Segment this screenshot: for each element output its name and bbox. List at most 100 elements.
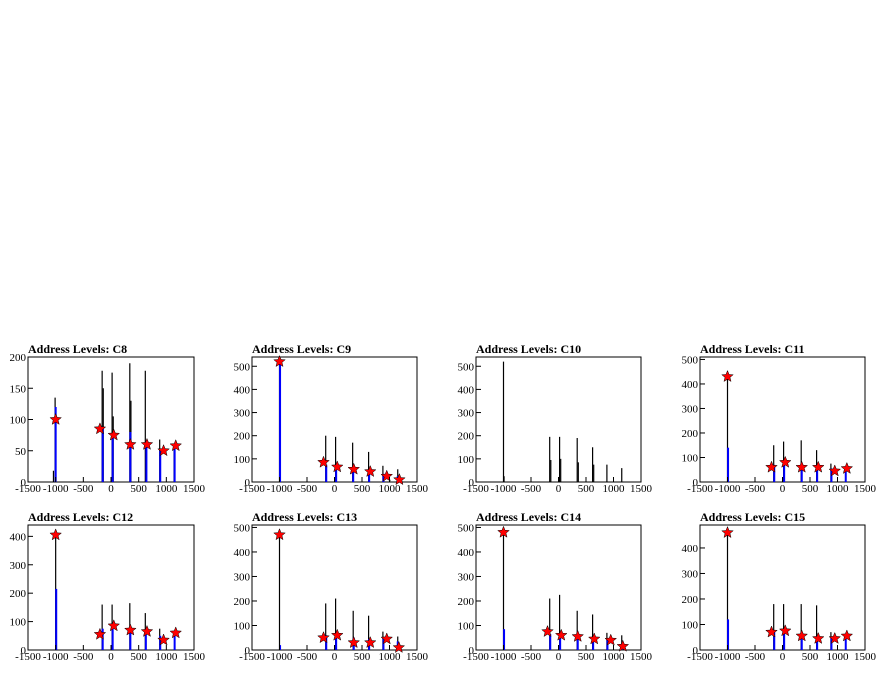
y-tick-label: 500 [234,522,251,534]
y-tick-label: 300 [10,560,27,572]
star-marker [107,428,121,441]
y-tick-label: 200 [458,596,475,608]
chart-panel: Address Levels: C14 0 100 200 300 400 500 -1500… [458,510,653,663]
star-marker [811,460,825,473]
star-marker [392,640,406,653]
star-marker [140,437,154,450]
x-tick-label: -1500 [15,483,41,495]
plot-frame [27,524,195,651]
star-marker [541,624,554,638]
y-tick-label: 500 [682,354,699,366]
y-tick-label: 0 [245,645,251,657]
x-tick-label: 0 [780,483,786,495]
y-tick-label: 300 [234,408,251,420]
star-marker [169,626,183,639]
star-marker [778,455,792,468]
x-tick-label: -500 [297,483,318,495]
star-marker [363,635,377,649]
star-marker [93,422,107,435]
y-tick-label: 300 [682,403,699,415]
star-marker [616,639,630,652]
x-tick-label: -1000 [715,651,741,663]
y-tick-label: 0 [693,645,699,657]
y-tick-label: 100 [682,452,699,464]
x-tick-label: -500 [73,651,94,663]
y-tick-label: 0 [693,477,699,489]
star-marker [795,629,809,642]
star-marker [721,369,734,383]
x-tick-label: 500 [354,651,371,663]
y-tick-label: 0 [21,477,27,489]
star-marker [169,439,183,452]
plot-frame [475,524,642,651]
star-marker [107,619,121,632]
star-marker [840,461,854,474]
x-tick-label: 1500 [854,483,877,495]
x-tick-label: -1000 [43,651,69,663]
x-tick-label: -1500 [239,651,265,663]
x-tick-label: 500 [802,483,819,495]
star-marker [380,632,394,645]
chart-title: Address Levels: C8 [28,342,127,356]
plot-frame [475,356,642,483]
x-tick-label: 500 [130,483,147,495]
x-tick-label: 1000 [379,483,402,495]
star-marker [347,635,361,649]
x-tick-label: -1000 [43,483,69,495]
star-marker [765,460,778,473]
x-tick-label: 0 [332,483,338,495]
x-tick-label: 0 [780,651,786,663]
y-tick-label: 400 [234,384,251,396]
y-tick-label: 500 [458,522,475,534]
chart-panel: Address Levels: C90100200300400500-1500-… [234,342,429,495]
y-tick-label: 400 [458,547,475,559]
x-tick-label: -1500 [239,483,265,495]
x-tick-label: 0 [108,483,114,495]
x-tick-label: 1000 [827,651,850,663]
x-tick-label: -1000 [491,651,517,663]
x-tick-label: 1500 [406,483,429,495]
x-tick-label: -1000 [715,483,741,495]
chart-title: Address Levels: C9 [252,342,351,356]
star-marker [124,437,137,450]
y-tick-label: 400 [682,379,699,391]
x-tick-label: 1500 [630,483,653,495]
star-marker [140,624,154,637]
star-marker [587,632,601,645]
y-tick-label: 400 [682,543,699,555]
x-tick-label: -1500 [687,483,713,495]
star-marker [273,528,286,541]
x-tick-label: 500 [578,651,595,663]
x-tick-label: 1000 [603,651,626,663]
y-tick-label: 200 [234,596,251,608]
x-tick-label: -1500 [15,651,41,663]
y-tick-label: 400 [458,384,475,396]
x-tick-label: 1000 [155,651,178,663]
chart-panel: Address Levels: C8 0 50 100 150 200 -1500 -1000… [10,342,206,495]
star-marker [157,633,170,646]
star-marker [497,525,510,538]
y-tick-label: 100 [10,617,27,629]
x-tick-label: 1500 [854,651,877,663]
y-tick-label: 200 [458,431,475,443]
y-tick-label: 50 [15,446,27,458]
y-tick-label: 300 [458,571,475,583]
chart-panel: Address Levels: C10 0 100 200 300 400 500 -1500… [458,342,653,495]
x-tick-label: -500 [521,651,542,663]
chart-title: Address Levels: C13 [252,510,357,524]
x-tick-label: -500 [73,483,94,495]
y-tick-label: 100 [10,415,27,427]
star-marker [604,633,618,646]
x-tick-label: 1500 [630,651,653,663]
x-tick-label: 0 [556,483,562,495]
x-tick-label: -500 [521,483,542,495]
star-marker [363,464,377,477]
star-marker [380,469,394,482]
x-tick-label: -500 [745,651,766,663]
x-tick-label: 1000 [155,483,178,495]
star-marker [778,624,792,637]
plot-frame [251,524,418,651]
y-tick-label: 150 [10,383,27,395]
